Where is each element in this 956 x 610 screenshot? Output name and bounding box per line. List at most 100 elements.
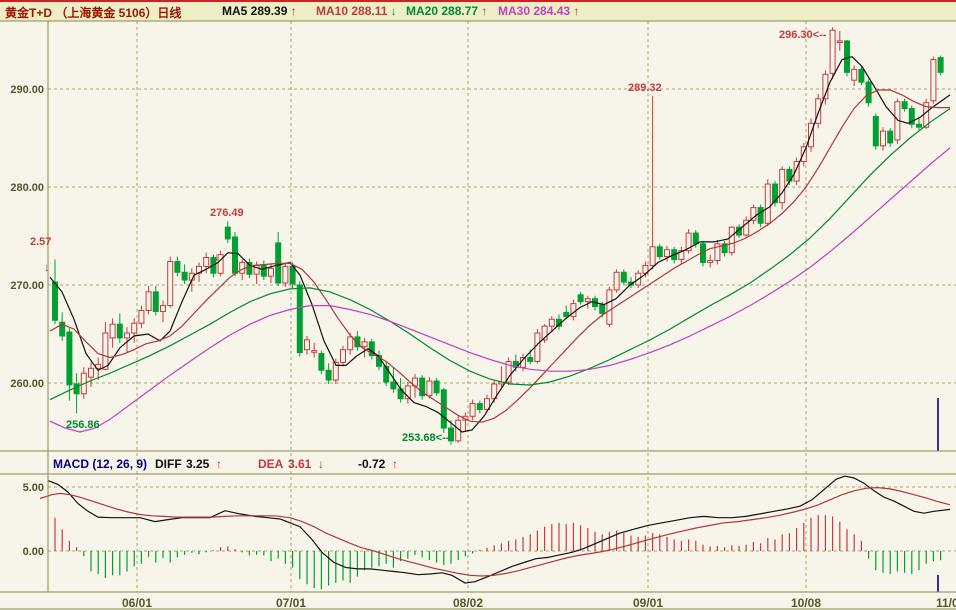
date-tick-sep[interactable]: 09/01 [633,596,663,610]
candle-up [167,260,174,307]
ma5-line [49,56,951,433]
candle-down [289,265,296,285]
candle-up [304,339,310,351]
candle-down [296,284,303,354]
candle-down [232,236,238,274]
candle-up [930,59,937,102]
date-tick-jul[interactable]: 07/01 [276,596,306,610]
candle-up [764,183,771,224]
candle-up [728,226,735,254]
candle-up [548,318,555,327]
candle-up [332,361,339,381]
candle-down [858,68,865,83]
annotation-early-low: 256.86 [66,419,100,431]
candle-up [779,168,786,204]
price-tick-290: 290.00 [10,84,44,96]
candle-down [908,108,915,125]
price-tick-260: 260.00 [10,378,44,390]
candle-down [901,101,908,110]
candle-down [224,226,231,240]
date-tick-nov[interactable]: 11/0 [936,596,956,610]
candle-up [649,246,656,266]
candle-down [433,380,440,394]
candle-down [721,243,728,254]
ma10-legend-text: MA10 288.11 [316,4,388,18]
candle-down [181,271,188,281]
candle-down [872,115,879,147]
candle-up [484,398,490,410]
candle-up [282,265,289,284]
ma20-legend-text: MA20 288.77 [406,4,479,18]
candle-up [685,232,692,252]
candle-down [599,304,606,314]
price-tick-270: 270.00 [10,280,44,292]
candle-up [217,254,224,274]
candle-down [368,341,375,357]
candle-down [116,323,123,339]
annotation-swing-high: 276.49 [210,207,244,219]
candle-down [318,353,325,371]
candle-up [836,40,843,44]
candle-up [404,385,411,400]
candle-down [260,264,267,277]
candle-up [829,29,836,74]
ma30-legend[interactable]: MA30 284.43 ↑ [498,4,579,18]
candle-up [606,289,613,325]
diff-value: 3.25 [186,457,210,471]
candle-up [138,309,145,324]
candle-down [887,130,894,144]
candle-up [203,257,210,267]
candle-down [52,281,58,321]
candle-up [426,380,433,397]
candle-up [793,161,800,182]
candle-down [757,207,764,224]
swing-high-down-arrow-icon: ↓ [214,251,220,263]
candle-up [851,68,858,81]
date-tick-aug[interactable]: 08/02 [453,596,483,610]
diff-line [47,475,951,584]
ma30-line [49,147,951,433]
candle-up [714,243,721,261]
moving-average-layer [49,56,951,433]
candle-up [311,350,318,353]
candle-down [383,365,390,383]
diff-label: DIFF [155,457,182,471]
candle-up [541,325,548,341]
candle-down [937,57,944,73]
candle-up [239,261,246,274]
annotation-major-low: 253.68<-- [402,432,450,444]
ma5-legend[interactable]: MA5 289.39 ↑ [222,4,297,18]
ma20-legend[interactable]: MA20 288.77 ↑ [406,4,487,18]
chart-header-bar: 黄金T+D （上海黄金 5106）日线 MA5 289.39 ↑ MA10 28… [0,2,956,21]
candle-up [469,403,476,417]
window-top-accent [0,0,956,2]
macd-params-label[interactable]: MACD (12, 26, 9) [53,457,147,471]
candle-down [656,246,663,258]
candle-up [124,332,130,339]
candle-up [505,360,512,383]
date-tick-jun[interactable]: 06/01 [122,596,152,610]
ma20-up-arrow-icon: ↑ [481,4,488,18]
macd-tick-0: 0.00 [23,546,44,558]
candle-down [390,381,397,390]
candle-up [664,249,670,258]
diff-up-arrow-icon: ↑ [216,457,222,471]
candle-up [707,260,714,263]
macd-bar-up-arrow-icon: ↑ [392,457,398,471]
ma10-legend[interactable]: MA10 288.11 ↓ [316,4,397,18]
candle-down [419,377,426,397]
date-tick-oct[interactable]: 10/08 [791,596,821,610]
candle-up [160,305,166,312]
candle-up [750,207,757,221]
ma30-up-arrow-icon: ↑ [573,4,580,18]
ma10-line [49,89,950,423]
candle-down [563,311,570,317]
candle-down [916,123,922,128]
candle-up [340,349,346,363]
candle-down [174,260,181,273]
dea-value: 3.61 [288,457,312,471]
candle-up [109,323,116,339]
macd-layer [39,398,951,592]
